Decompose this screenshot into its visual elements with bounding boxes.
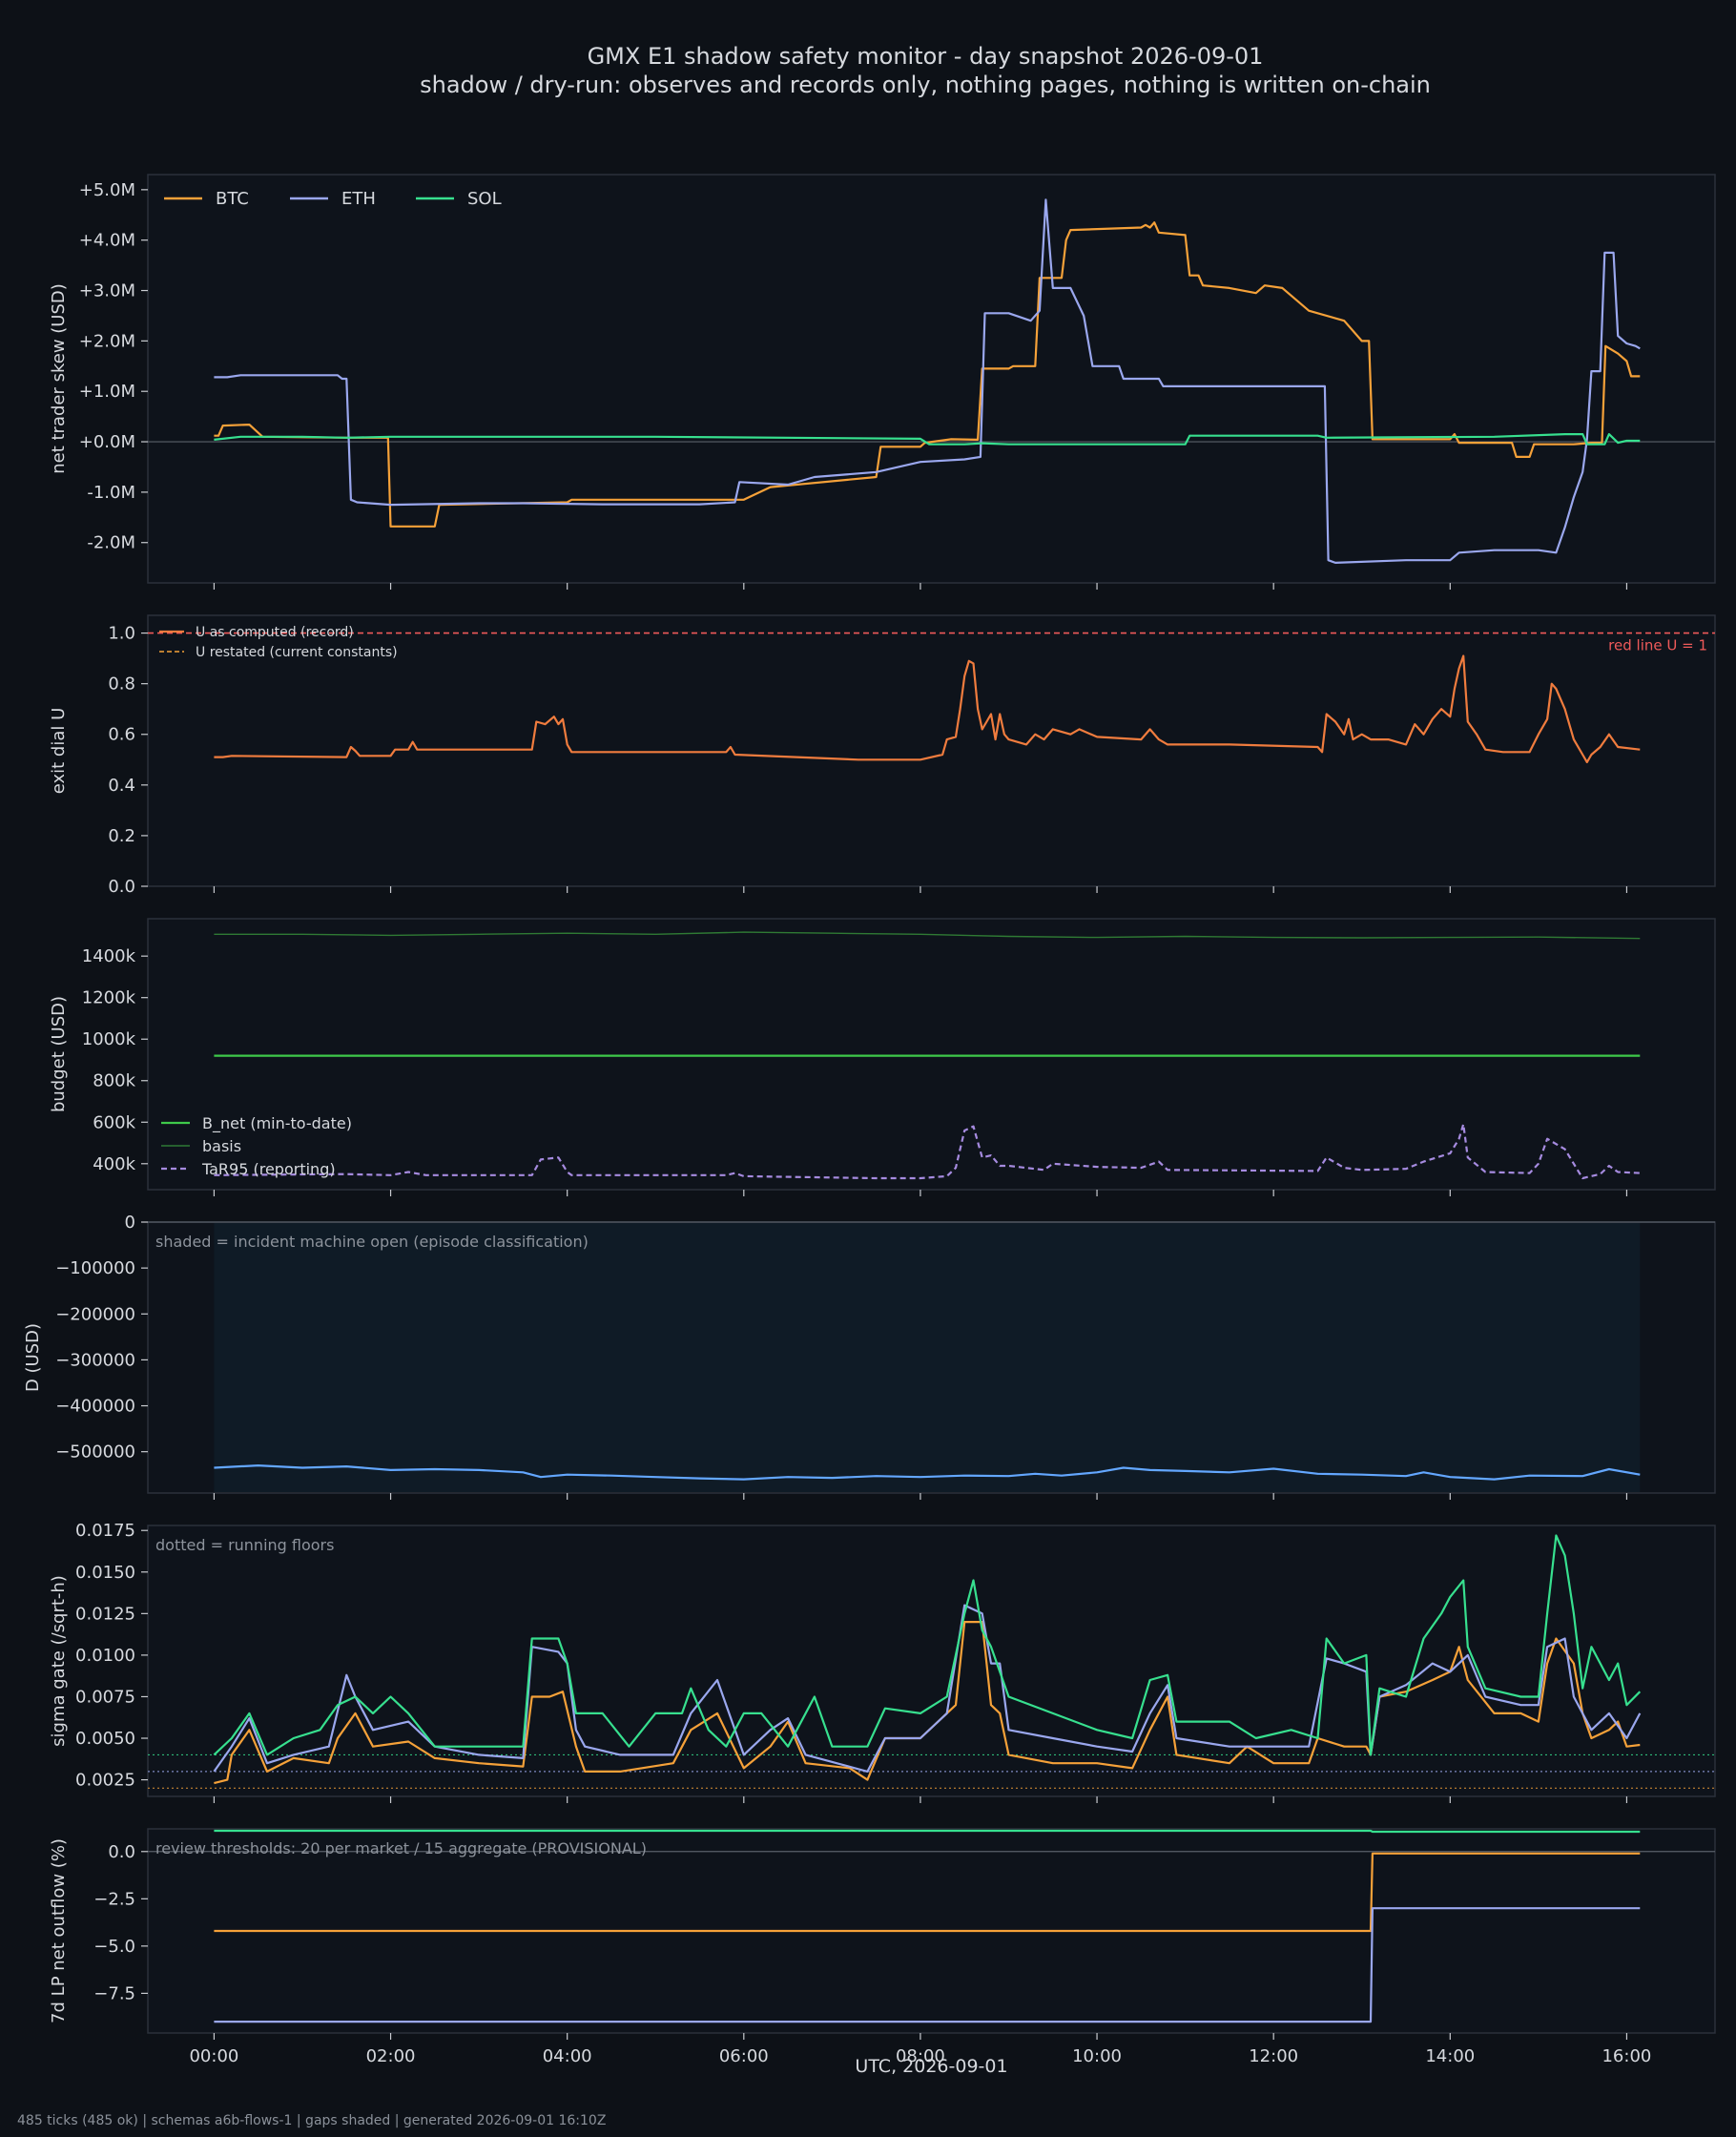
y-tick-label: 0.6 <box>108 725 135 745</box>
x-tick-label: 02:00 <box>366 2046 416 2066</box>
y-tick-label: +1.0M <box>79 382 135 402</box>
redline-annotation: red line U = 1 <box>1608 637 1707 654</box>
panel-lp_outflow: −7.5 −5.0 −2.5 0.0 00:00 02:00 04:00 06:00 08:00… <box>49 1828 1716 2066</box>
y-tick-label: 1400k <box>82 946 136 966</box>
y-tick-label: −400000 <box>55 1397 135 1417</box>
series-line-eth <box>213 1604 1642 1773</box>
y-tick-label: +5.0M <box>79 180 135 200</box>
y-axis-label: D (USD) <box>23 1323 43 1392</box>
panel-skew: -2.0M -1.0M +0.0M +1.0M +2.0M +3.0M +4.0M +5.0M… <box>49 174 1716 590</box>
y-tick-label: +2.0M <box>79 331 135 351</box>
legend-label: basis <box>202 1137 241 1155</box>
y-tick-label: −100000 <box>55 1258 135 1278</box>
x-axis-label: UTC, 2026-09-01 <box>855 2056 1007 2077</box>
incident-shading <box>214 1223 1641 1492</box>
y-tick-label: −300000 <box>55 1350 135 1370</box>
x-tick-label: 12:00 <box>1249 2046 1298 2066</box>
series-line-d <box>214 1464 1641 1481</box>
legend-label: U as computed (record) <box>196 625 354 640</box>
panel-frame <box>147 614 1716 887</box>
series-line-eth <box>214 198 1641 564</box>
y-tick-label: 0.0 <box>108 1842 135 1862</box>
panel-drawdown: −500000 −400000 −300000 −200000 −100000 0 D (U… <box>23 1213 1716 1500</box>
panel-budget: 400k 600k 800k 1000k 1200k 1400k budget (USD) B… <box>49 918 1716 1196</box>
y-tick-label: +0.0M <box>79 432 135 452</box>
footer-status: 485 ticks (485 ok) | schemas a6b-flows-1… <box>17 2113 606 2128</box>
x-tick-label: 14:00 <box>1425 2046 1475 2066</box>
y-tick-label: +4.0M <box>79 231 135 251</box>
y-tick-label: 1.0 <box>108 624 135 644</box>
legend-label: ETH <box>341 189 376 209</box>
legend-label: TaR95 (reporting) <box>201 1160 336 1178</box>
y-tick-label: 0.0175 <box>75 1521 135 1541</box>
x-tick-label: 06:00 <box>719 2046 769 2066</box>
y-tick-label: 1200k <box>82 988 136 1008</box>
panel-exit_dial: 0.0 0.2 0.4 0.6 0.8 1.0 exit dial U red line U … <box>49 614 1716 897</box>
series-line-btc <box>214 221 1641 528</box>
y-tick-label: -2.0M <box>87 533 135 553</box>
panel-annotation: review thresholds: 20 per market / 15 ag… <box>155 1839 647 1857</box>
legend-label: SOL <box>467 189 502 209</box>
panel-frame <box>147 1525 1716 1797</box>
series-line-u-as-computed-record- <box>214 654 1641 763</box>
y-tick-label: 0.0150 <box>75 1563 135 1583</box>
y-tick-label: +3.0M <box>79 281 135 301</box>
y-tick-label: 0.8 <box>108 674 135 695</box>
series-line-tar95-reporting- <box>214 1123 1641 1180</box>
series-line-sol <box>214 1829 1641 1834</box>
y-tick-label: −7.5 <box>93 1983 135 2003</box>
y-tick-label: 600k <box>93 1112 135 1132</box>
legend-label: U restated (current constants) <box>196 645 398 660</box>
series-line-sol <box>213 1534 1642 1756</box>
y-tick-label: 0.2 <box>108 826 135 846</box>
y-tick-label: −500000 <box>55 1442 135 1463</box>
y-tick-label: 0.0125 <box>75 1604 135 1624</box>
y-axis-label: net trader skew (USD) <box>49 283 69 474</box>
y-tick-label: 800k <box>93 1071 135 1091</box>
x-tick-label: 04:00 <box>543 2046 592 2066</box>
series-line-btc <box>214 1621 1641 1785</box>
series-line-basis <box>214 931 1641 940</box>
x-tick-label: 08:00 <box>896 2046 945 2066</box>
chart-panels: -2.0M -1.0M +0.0M +1.0M +2.0M +3.0M +4.0M +5.0M… <box>23 174 1716 2077</box>
x-tick-label: 16:00 <box>1602 2046 1651 2066</box>
panel-frame <box>147 918 1716 1191</box>
y-tick-label: −5.0 <box>93 1937 135 1957</box>
y-tick-label: 400k <box>93 1154 135 1174</box>
y-tick-label: 0.0100 <box>75 1646 135 1666</box>
figure-subtitle: shadow / dry-run: observes and records o… <box>420 72 1431 98</box>
y-axis-label: sigma gate (/sqrt-h) <box>49 1575 69 1747</box>
figure-title: GMX E1 shadow safety monitor - day snaps… <box>588 43 1264 70</box>
legend-label: BTC <box>216 189 249 209</box>
y-tick-label: −2.5 <box>93 1889 135 1909</box>
y-axis-label: exit dial U <box>49 708 69 795</box>
y-tick-label: 0.0025 <box>75 1771 135 1791</box>
y-tick-label: 0 <box>125 1213 135 1233</box>
y-tick-label: 0.4 <box>108 776 135 796</box>
y-tick-label: 0.0075 <box>75 1687 135 1707</box>
y-tick-label: −200000 <box>55 1304 135 1324</box>
series-line-eth <box>214 1907 1641 2023</box>
panel-frame <box>147 174 1716 584</box>
series-line-sol <box>214 433 1641 446</box>
legend-label: B_net (min-to-date) <box>202 1114 352 1133</box>
series-line-btc <box>214 1852 1641 1933</box>
x-tick-label: 00:00 <box>189 2046 238 2066</box>
x-tick-label: 10:00 <box>1072 2046 1122 2066</box>
y-tick-label: 0.0 <box>108 877 135 897</box>
panel-sigma_gate: 0.0025 0.0050 0.0075 0.0100 0.0125 0.0150 0.01… <box>49 1521 1716 1803</box>
panel-annotation: dotted = running floors <box>155 1536 334 1554</box>
y-tick-label: -1.0M <box>87 483 135 503</box>
panel-annotation: shaded = incident machine open (episode … <box>155 1233 589 1251</box>
y-tick-label: 0.0050 <box>75 1729 135 1749</box>
y-axis-label: budget (USD) <box>49 996 69 1112</box>
y-tick-label: 1000k <box>82 1029 136 1049</box>
y-axis-label: 7d LP net outflow (%) <box>49 1838 69 2023</box>
